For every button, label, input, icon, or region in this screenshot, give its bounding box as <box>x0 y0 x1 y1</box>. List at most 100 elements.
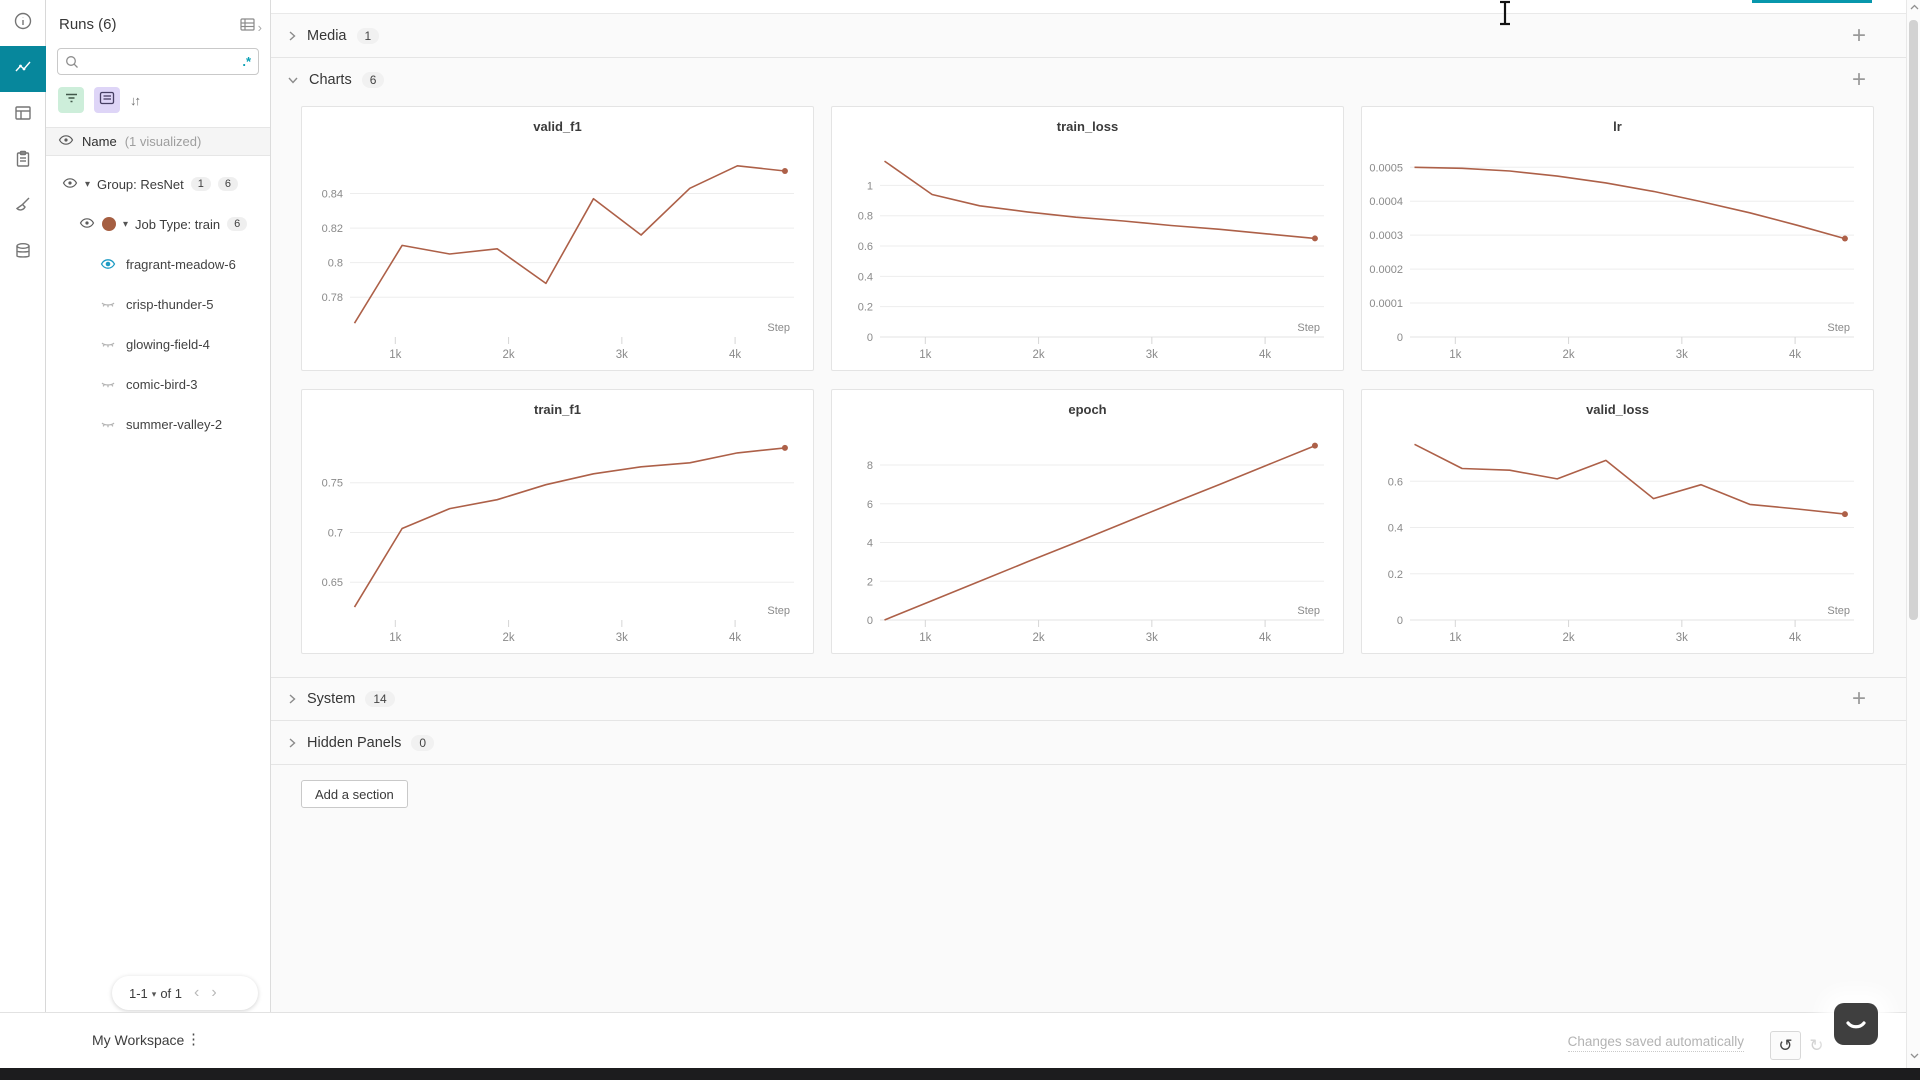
section-system-count: 14 <box>365 691 395 707</box>
eye-closed-icon[interactable] <box>100 376 116 392</box>
artifacts-tab[interactable] <box>0 230 46 276</box>
run-toolbar: ↓↑ <box>58 87 270 113</box>
svg-text:0.0003: 0.0003 <box>1369 230 1403 242</box>
last-point-marker <box>781 168 788 175</box>
eye-closed-icon[interactable] <box>100 336 116 352</box>
section-charts[interactable]: Charts 6 + <box>271 58 1906 102</box>
chart-panel-epoch[interactable]: 0 2 4 6 8 1k 2k 3k 4k Step epoch <box>831 389 1344 654</box>
page-size-caret-icon[interactable]: ▾ <box>151 988 157 999</box>
svg-text:1: 1 <box>867 180 873 192</box>
chart-plot: 0.78 0.8 0.82 0.84 1k 2k 3k 4k Step <box>322 164 794 361</box>
svg-text:4k: 4k <box>729 349 741 361</box>
page-scrollbar[interactable] <box>1906 0 1920 1068</box>
add-panel-button[interactable]: + <box>1851 685 1866 712</box>
sweeps-tab[interactable] <box>0 184 46 230</box>
svg-text:3k: 3k <box>1146 349 1158 361</box>
run-row[interactable]: glowing-field-4 <box>46 324 270 364</box>
svg-text:0.7: 0.7 <box>328 527 343 539</box>
workspace-top-strip <box>271 0 1906 26</box>
undo-button[interactable]: ↺ <box>1770 1031 1801 1060</box>
chart-plot: 0 0.2 0.4 0.6 1k 2k 3k 4k Step <box>1388 443 1854 644</box>
svg-text:1k: 1k <box>389 632 401 644</box>
chart-title: valid_f1 <box>533 119 582 134</box>
run-row[interactable]: comic-bird-3 <box>46 364 270 404</box>
svg-text:0.2: 0.2 <box>858 302 873 314</box>
runs-tree: ▾ Group: ResNet 1 6 ▾ Job Type: train 6 … <box>46 156 270 444</box>
add-panel-button[interactable]: + <box>1851 66 1866 93</box>
svg-text:0.0004: 0.0004 <box>1369 196 1403 208</box>
chart-plot: 0 0.0001 0.0002 0.0003 0.0004 0.0005 1k 2k 3k 4k S… <box>1369 162 1854 361</box>
prev-page-button[interactable]: ‹ <box>194 984 200 1001</box>
svg-text:2k: 2k <box>502 349 514 361</box>
section-hidden-count: 0 <box>411 734 435 751</box>
panels-tab[interactable] <box>0 92 46 138</box>
chart-panel-train_f1[interactable]: 0.65 0.7 0.75 1k 2k 3k 4k Step train_f1 <box>301 389 814 654</box>
scrollbar-thumb[interactable] <box>1909 20 1918 620</box>
eye-icon[interactable] <box>58 132 74 151</box>
section-charts-label: Charts <box>309 72 352 88</box>
chart-panel-valid_f1[interactable]: 0.78 0.8 0.82 0.84 1k 2k 3k 4k Step valid_f1 <box>301 106 814 371</box>
workspace-name[interactable]: My Workspace <box>92 1032 185 1048</box>
redo-icon: ↻ <box>1809 1035 1824 1055</box>
group-row[interactable]: ▾ Group: ResNet 1 6 <box>46 164 270 204</box>
section-media-label: Media <box>307 27 347 44</box>
run-row[interactable]: fragrant-meadow-6 <box>46 244 270 284</box>
reports-tab[interactable] <box>0 138 46 184</box>
svg-text:0.6: 0.6 <box>858 241 873 253</box>
expand-runs-table-button[interactable]: › <box>240 17 262 37</box>
workspace-menu-button[interactable]: ⋮ <box>186 1031 201 1048</box>
svg-text:0: 0 <box>867 332 873 344</box>
eye-icon[interactable] <box>79 215 95 234</box>
job-type-row[interactable]: ▾ Job Type: train 6 <box>46 204 270 244</box>
search-input[interactable] <box>85 54 243 69</box>
collapse-caret-icon[interactable]: ▾ <box>85 178 91 190</box>
chart-title: epoch <box>1068 402 1107 417</box>
regex-toggle-icon[interactable]: .* <box>242 53 251 69</box>
eye-icon[interactable] <box>62 175 78 194</box>
line-chart-icon <box>13 57 33 82</box>
sort-button[interactable]: ↓↑ <box>130 92 141 108</box>
svg-text:0.65: 0.65 <box>322 577 343 589</box>
section-system[interactable]: System 14 + <box>271 677 1906 721</box>
svg-text:1k: 1k <box>389 349 401 361</box>
last-point-marker <box>1311 442 1318 449</box>
series-line <box>353 447 785 608</box>
group-badge-total: 6 <box>217 177 238 191</box>
eye-closed-icon[interactable] <box>100 416 116 432</box>
svg-text:3k: 3k <box>1676 632 1688 644</box>
chat-bubble-button[interactable] <box>1834 1003 1878 1045</box>
run-row[interactable]: crisp-thunder-5 <box>46 284 270 324</box>
svg-text:6: 6 <box>867 499 873 511</box>
run-name: summer-valley-2 <box>126 416 223 432</box>
add-panel-button[interactable]: + <box>1851 21 1866 49</box>
chart-panel-train_loss[interactable]: 0 0.2 0.4 0.6 0.8 1 1k 2k 3k 4k Step train_loss <box>831 106 1344 371</box>
chart-panel-valid_loss[interactable]: 0 0.2 0.4 0.6 1k 2k 3k 4k Step valid_loss <box>1361 389 1874 654</box>
svg-text:3k: 3k <box>1676 349 1688 361</box>
section-media[interactable]: Media 1 + <box>271 14 1906 58</box>
collapse-caret-icon[interactable]: ▾ <box>123 218 129 230</box>
filter-button[interactable] <box>58 87 84 113</box>
overview-tab[interactable] <box>0 0 46 46</box>
chart-panel-lr[interactable]: 0 0.0001 0.0002 0.0003 0.0004 0.0005 1k 2k 3k 4k S… <box>1361 106 1874 371</box>
eye-closed-icon[interactable] <box>100 296 116 312</box>
chevron-right-icon <box>287 693 297 705</box>
series-line <box>1414 443 1845 515</box>
svg-text:3k: 3k <box>1146 632 1158 644</box>
columns-button[interactable] <box>94 87 120 113</box>
charts-tab[interactable] <box>0 46 46 92</box>
scroll-down-icon[interactable] <box>1907 1052 1920 1059</box>
eye-open-icon[interactable] <box>100 256 116 272</box>
svg-text:0: 0 <box>867 615 873 627</box>
scroll-up-icon[interactable] <box>1907 4 1920 11</box>
next-page-button[interactable]: › <box>211 984 217 1001</box>
run-search[interactable]: .* <box>57 48 259 75</box>
page-range[interactable]: 1-1 <box>129 985 148 1001</box>
run-row[interactable]: summer-valley-2 <box>46 404 270 444</box>
section-hidden-panels[interactable]: Hidden Panels 0 <box>271 721 1906 765</box>
svg-text:3k: 3k <box>616 349 628 361</box>
add-section-button[interactable]: Add a section <box>301 780 408 808</box>
run-name: glowing-field-4 <box>126 336 210 352</box>
runs-list-header[interactable]: Name (1 visualized) <box>46 127 270 156</box>
chat-smile-icon <box>1843 1011 1869 1038</box>
text-cursor <box>1496 0 1514 31</box>
